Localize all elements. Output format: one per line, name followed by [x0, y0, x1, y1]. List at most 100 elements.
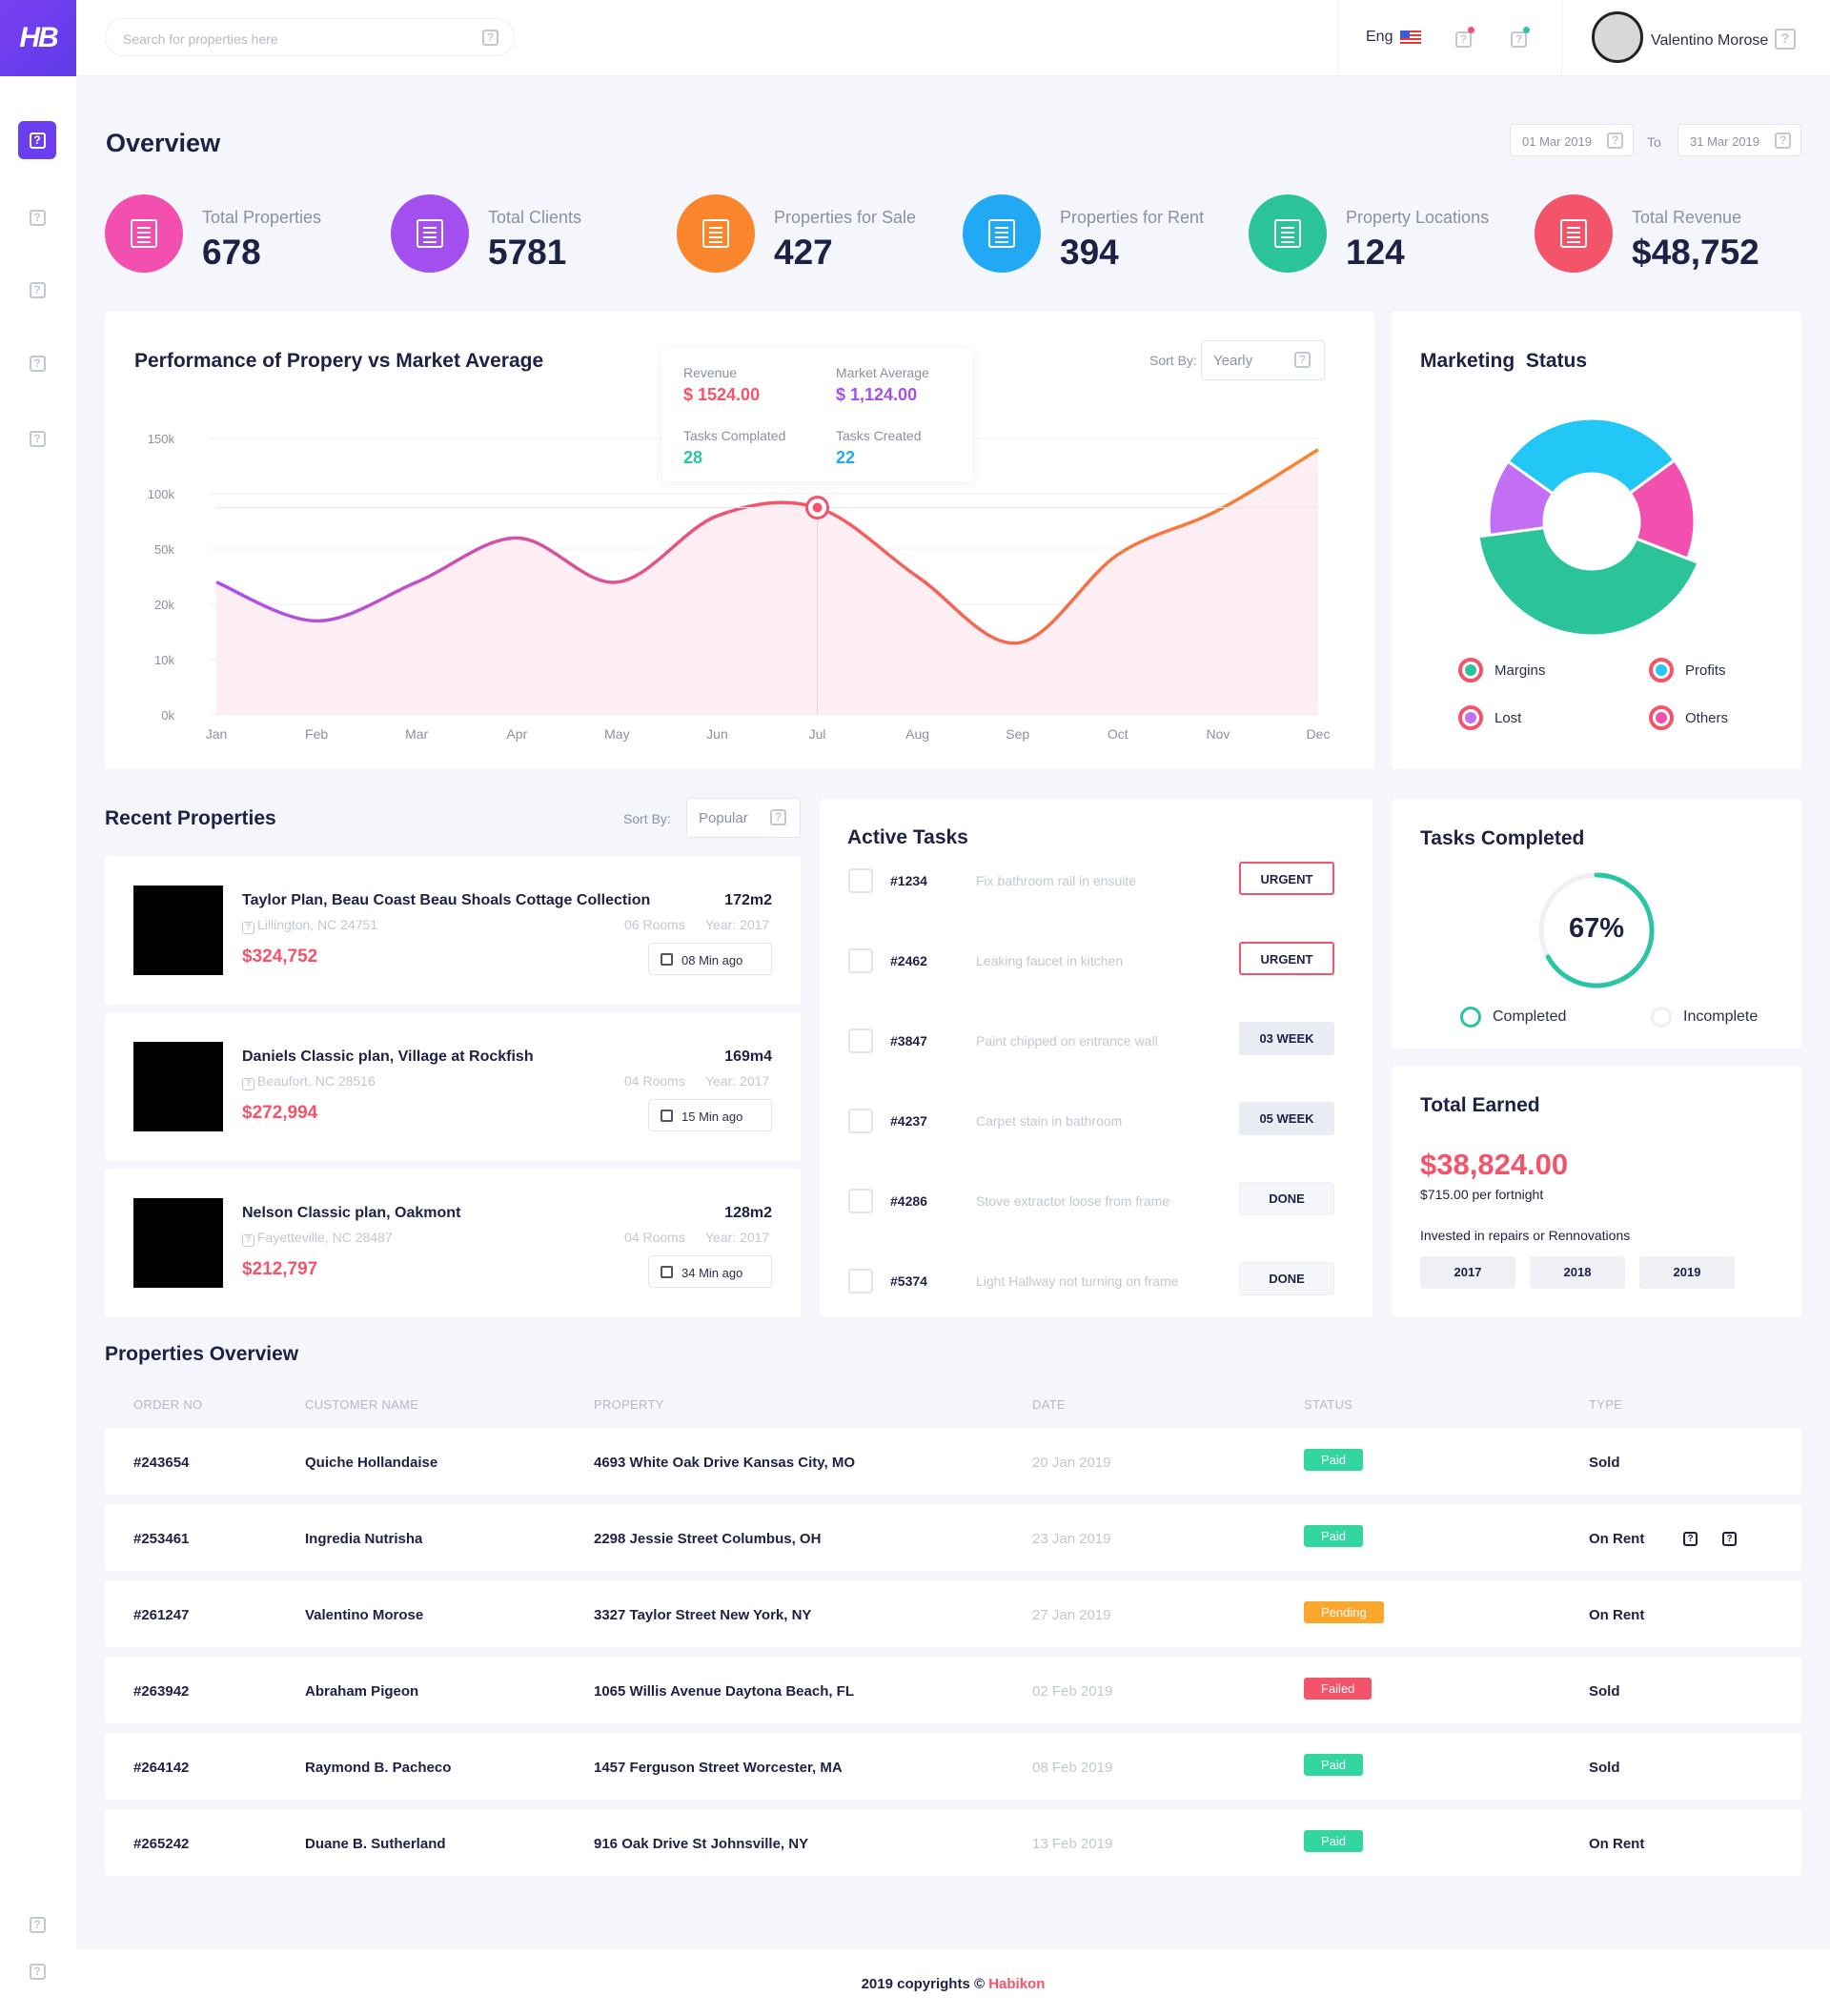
order-date: 13 Feb 2019	[1032, 1836, 1113, 1852]
search-input[interactable]: Search for properties here ?	[105, 18, 515, 56]
stat-icon-circle	[677, 194, 755, 273]
task-checkbox[interactable]	[848, 1269, 873, 1293]
property-type: Sold	[1589, 1683, 1620, 1700]
task-checkbox[interactable]	[848, 948, 873, 973]
property-year: Year: 2017	[705, 917, 770, 932]
task-badge[interactable]: URGENT	[1239, 862, 1334, 895]
task-checkbox[interactable]	[848, 1189, 873, 1213]
donut-slice-margins[interactable]	[1476, 525, 1700, 638]
legend-others: Others	[1649, 705, 1728, 730]
task-checkbox[interactable]	[848, 1028, 873, 1053]
nav-properties[interactable]: ?	[18, 198, 56, 236]
stat-icon-circle	[105, 194, 183, 273]
messages-button[interactable]: ?	[1511, 27, 1530, 48]
location-icon: ?	[242, 1234, 254, 1247]
nav-dashboard[interactable]: ?	[18, 121, 56, 159]
task-description: Carpet stain in bathroom	[976, 1113, 1123, 1129]
nav-logout[interactable]: ?	[18, 1952, 56, 1990]
brand-logo[interactable]: HB	[0, 0, 76, 76]
chevron-down-icon: ?	[770, 809, 786, 825]
nav-reports[interactable]: ?	[18, 344, 56, 382]
table-row[interactable]: #243654 Quiche Hollandaise 4693 White Oak …	[105, 1428, 1801, 1495]
language-selector[interactable]: Eng	[1366, 29, 1422, 46]
task-badge[interactable]: DONE	[1239, 1262, 1334, 1295]
date-from: 01 Mar 2019	[1522, 134, 1592, 149]
year-button-2017[interactable]: 2017	[1420, 1256, 1515, 1289]
clock-icon	[661, 1110, 673, 1122]
location-icon: ?	[242, 1078, 254, 1090]
page-title: Overview	[106, 129, 221, 157]
year-button-2018[interactable]: 2018	[1530, 1256, 1625, 1289]
x-tick-label: Jul	[809, 726, 826, 742]
user-name[interactable]: Valentino Morose	[1651, 32, 1769, 49]
column-header[interactable]: PROPERTY	[594, 1397, 664, 1412]
user-menu-icon[interactable]: ?	[1775, 29, 1796, 50]
task-badge[interactable]: 03 WEEK	[1239, 1022, 1334, 1055]
customer-name: Quiche Hollandaise	[305, 1455, 438, 1471]
table-row[interactable]: #261247 Valentino Morose 3327 Taylor Stree…	[105, 1580, 1801, 1647]
nav-settings[interactable]: ?	[18, 1905, 56, 1944]
legend-dot	[1465, 712, 1476, 723]
avatar[interactable]	[1592, 11, 1643, 63]
property-type: On Rent	[1589, 1531, 1645, 1547]
x-tick-label: Jan	[206, 726, 228, 742]
property-card[interactable]: Daniels Classic plan, Village at Rockfis…	[105, 1012, 801, 1161]
delete-icon[interactable]: ?	[1722, 1532, 1737, 1546]
legend-profits: Profits	[1649, 658, 1726, 682]
customer-name: Ingredia Nutrisha	[305, 1531, 423, 1547]
donut-slice-profits[interactable]	[1506, 417, 1677, 497]
property-title[interactable]: Nelson Classic plan, Oakmont	[242, 1205, 461, 1221]
task-badge[interactable]: DONE	[1239, 1182, 1334, 1215]
task-badge[interactable]: URGENT	[1239, 942, 1334, 975]
marketing-donut	[1476, 417, 1700, 638]
property-title[interactable]: Taylor Plan, Beau Coast Beau Shoals Cott…	[242, 892, 651, 908]
property-card[interactable]: Nelson Classic plan, Oakmont 128m2 ? Fayett…	[105, 1169, 801, 1317]
property-title[interactable]: Daniels Classic plan, Village at Rockfis…	[242, 1049, 534, 1065]
task-badge[interactable]: 05 WEEK	[1239, 1102, 1334, 1135]
incomplete-ring-icon	[1651, 1007, 1672, 1028]
table-row[interactable]: #263942 Abraham Pigeon 1065 Willis Avenue …	[105, 1657, 1801, 1723]
task-checkbox[interactable]	[848, 868, 873, 893]
year-button-2019[interactable]: 2019	[1639, 1256, 1735, 1289]
nav-tasks[interactable]: ?	[18, 419, 56, 458]
date-to: 31 Mar 2019	[1690, 134, 1759, 149]
donut-slice-lost[interactable]	[1487, 459, 1556, 538]
property-image[interactable]	[133, 886, 223, 975]
tooltip-revenue-label: Revenue	[683, 365, 738, 380]
task-checkbox[interactable]	[848, 1109, 873, 1133]
edit-icon[interactable]: ?	[1683, 1532, 1698, 1546]
column-header[interactable]: ORDER NO	[133, 1397, 203, 1412]
status-badge: Paid	[1304, 1830, 1364, 1852]
nav-clients[interactable]: ?	[18, 271, 56, 309]
property-type: Sold	[1589, 1455, 1620, 1471]
table-row[interactable]: #253461 Ingredia Nutrisha 2298 Jessie Stre…	[105, 1504, 1801, 1571]
column-header[interactable]: DATE	[1032, 1397, 1066, 1412]
order-no: #264142	[133, 1760, 190, 1776]
reports-icon: ?	[29, 355, 46, 372]
property-card[interactable]: Taylor Plan, Beau Coast Beau Shoals Cott…	[105, 856, 801, 1005]
earned-amount: $38,824.00	[1420, 1148, 1569, 1181]
sort-select[interactable]: Yearly?	[1201, 340, 1325, 380]
column-header[interactable]: TYPE	[1589, 1397, 1623, 1412]
language-label: Eng	[1366, 29, 1393, 45]
date-to-picker[interactable]: 31 Mar 2019?	[1678, 124, 1801, 156]
recent-sort-select[interactable]: Popular?	[686, 798, 801, 838]
table-row[interactable]: #264142 Raymond B. Pacheco 1457 Ferguson S…	[105, 1733, 1801, 1800]
legend-ring-icon	[1649, 658, 1674, 682]
recent-sort-value: Popular	[699, 810, 748, 826]
date-from-picker[interactable]: 01 Mar 2019?	[1510, 124, 1634, 156]
table-row[interactable]: #265242 Duane B. Sutherland 916 Oak Drive …	[105, 1809, 1801, 1876]
search-icon[interactable]: ?	[482, 30, 498, 46]
mail-icon: ?	[1511, 31, 1527, 48]
footer-brand-link[interactable]: Habikon	[988, 1976, 1046, 1992]
property-image[interactable]	[133, 1198, 223, 1288]
column-header[interactable]: STATUS	[1304, 1397, 1353, 1412]
notifications-button[interactable]: ?	[1455, 27, 1474, 48]
y-tick-label: 10k	[154, 653, 174, 667]
task-id: #2462	[890, 953, 927, 968]
task-description: Fix bathroom rail in ensuite	[976, 873, 1137, 888]
task-id: #3847	[890, 1033, 927, 1049]
property-image[interactable]	[133, 1042, 223, 1131]
column-header[interactable]: CUSTOMER NAME	[305, 1397, 419, 1412]
order-date: 08 Feb 2019	[1032, 1760, 1113, 1776]
